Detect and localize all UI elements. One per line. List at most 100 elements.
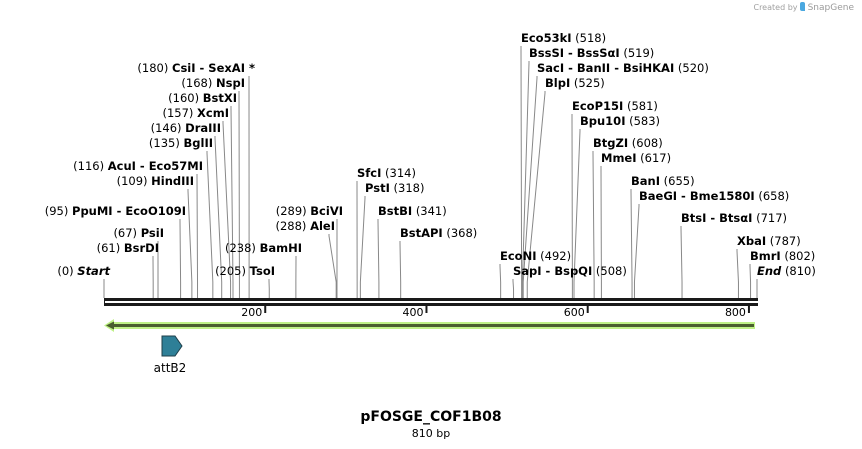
site-label-btsi[interactable]: BtsI - BtsαI (717) [681, 211, 787, 225]
leader-line-acui [196, 174, 199, 298]
site-label-draiii[interactable]: (146) DraIII [151, 121, 221, 135]
site-position: (314) [385, 166, 416, 180]
enzyme-name: BmrI [750, 249, 781, 263]
enzyme-name: BaeGI - Bme1580I [639, 189, 755, 203]
site-position: (289) [276, 204, 307, 218]
site-label-bamhi[interactable]: (238) BamHI [225, 241, 302, 255]
enzyme-name: MmeI [601, 151, 637, 165]
site-label-alei[interactable]: (288) AleI [275, 219, 335, 233]
site-label-bani[interactable]: BanI (655) [631, 174, 695, 188]
site-position: (238) [225, 241, 256, 255]
site-label-xcmi[interactable]: (157) XcmI [162, 106, 229, 120]
feature-label: attB2 [154, 361, 187, 375]
site-label-bmri[interactable]: BmrI (802) [750, 249, 815, 263]
site-position: (608) [632, 136, 663, 150]
site-position: (581) [627, 99, 658, 113]
axis-ticks: 200 400 600 800 [241, 306, 750, 319]
enzyme-name: Eco53kI [521, 31, 572, 45]
site-label-ecop15i[interactable]: EcoP15I (581) [572, 99, 658, 113]
enzyme-name: XbaI [737, 234, 766, 248]
site-position: (95) [45, 204, 69, 218]
site-position: (135) [149, 136, 180, 150]
site-label-ppumi[interactable]: (95) PpuMI - EcoO109I [45, 204, 186, 218]
site-label-bglii[interactable]: (135) BglII [149, 136, 213, 150]
site-label-bpu10i[interactable]: Bpu10I (583) [580, 114, 660, 128]
leader-line-blpi [526, 91, 546, 298]
site-label-sapi[interactable]: SapI - BspQI (508) [513, 264, 627, 278]
credit-brand: SnapGene [807, 3, 854, 13]
snapgene-credit: Created by SnapGene [753, 2, 854, 13]
site-position: (341) [416, 204, 447, 218]
leader-line-eco53ki [520, 46, 523, 298]
leader-line-bani [630, 189, 633, 298]
credit-text: Created by [753, 3, 798, 12]
site-label-econi[interactable]: EcoNI (492) [500, 249, 571, 263]
site-label-xbai[interactable]: XbaI (787) [737, 234, 801, 248]
site-label-btgzi[interactable]: BtgZI (608) [593, 136, 663, 150]
leader-line-alei [328, 234, 337, 298]
leader-line-bglii [206, 151, 214, 298]
leader-line-bstxi [230, 106, 234, 298]
leader-line-hindiii [187, 189, 193, 298]
site-position: (787) [770, 234, 801, 248]
site-label-bstxi[interactable]: (160) BstXI [168, 91, 237, 105]
enzyme-name: BstAPI [400, 226, 443, 240]
leader-line-bsssi [521, 61, 530, 298]
enzyme-name: BamHI [260, 241, 302, 255]
enzyme-name: PpuMI - EcoO109I [72, 204, 186, 218]
enzyme-name: PsiI [141, 226, 164, 240]
site-label-baegi[interactable]: BaeGI - Bme1580I (658) [639, 189, 789, 203]
site-labels: (0) Start (61) BsrDI(67) PsiI (95) PpuMI -… [45, 31, 816, 278]
feature-attB2[interactable]: attB2 [154, 335, 187, 375]
site-position: (802) [784, 249, 815, 263]
enzyme-name: BglII [184, 136, 214, 150]
enzyme-name: BciVI [310, 204, 343, 218]
enzyme-name: BsrDI [124, 241, 159, 255]
site-position: (146) [151, 121, 182, 135]
site-position: (492) [540, 249, 571, 263]
site-position: (61) [97, 241, 121, 255]
leader-line-bmri [749, 264, 752, 298]
enzyme-name: BtgZI [593, 136, 628, 150]
site-position: (508) [596, 264, 627, 278]
feature-arrow-icon [161, 335, 183, 357]
enzyme-name: SfcI [357, 166, 381, 180]
site-label-psti[interactable]: PstI (318) [365, 181, 424, 195]
site-label-bsrdi[interactable]: (61) BsrDI [97, 241, 159, 255]
enzyme-name: EcoP15I [572, 99, 623, 113]
site-label-psii[interactable]: (67) PsiI [113, 226, 164, 240]
site-label-blpi[interactable]: BlpI (525) [545, 76, 605, 90]
site-label-saci[interactable]: SacI - BanII - BsiHKAI (520) [537, 61, 709, 75]
enzyme-name: DraIII [185, 121, 221, 135]
site-label-sfci[interactable]: SfcI (314) [357, 166, 416, 180]
site-label-hindiii[interactable]: (109) HindIII [117, 174, 194, 188]
site-label-bsssi[interactable]: BssSI - BssSαI (519) [529, 46, 654, 60]
enzyme-name: BstXI [203, 91, 237, 105]
leader-line-baegi [633, 204, 640, 298]
site-position: (180) [137, 61, 168, 75]
leader-line-draiii [214, 136, 223, 298]
enzyme-name: SacI - BanII - BsiHKAI [537, 61, 674, 75]
plasmid-length: 810 bp [411, 427, 451, 440]
site-label-acui[interactable]: (116) AcuI - Eco57MI [73, 159, 203, 173]
site-position: (520) [678, 61, 709, 75]
site-label-start[interactable]: (0) Start [57, 264, 110, 278]
site-position: (519) [623, 46, 654, 60]
site-label-bcivi[interactable]: (289) BciVI [276, 204, 343, 218]
site-label-nspi[interactable]: (168) NspI [181, 76, 245, 90]
site-position: (67) [113, 226, 137, 240]
enzyme-name: PstI [365, 181, 390, 195]
site-label-eco53ki[interactable]: Eco53kI (518) [521, 31, 606, 45]
site-label-end[interactable]: End (810) [757, 264, 816, 278]
enzyme-name: End [757, 264, 782, 278]
site-position: (116) [73, 159, 104, 173]
snapgene-logo-icon [800, 2, 806, 11]
site-label-tsoi[interactable]: (205) TsoI [215, 264, 275, 278]
site-label-bstapi[interactable]: BstAPI (368) [400, 226, 477, 240]
plasmid-name: pFOSGE_COF1B08 [360, 409, 502, 425]
enzyme-name: BssSI - BssSαI [529, 46, 620, 60]
site-label-bstbi[interactable]: BstBI (341) [378, 204, 447, 218]
site-label-csii[interactable]: (180) CsiI - SexAI * [137, 61, 255, 75]
tick-label: 400 [402, 306, 423, 319]
site-label-mmei[interactable]: MmeI (617) [601, 151, 671, 165]
